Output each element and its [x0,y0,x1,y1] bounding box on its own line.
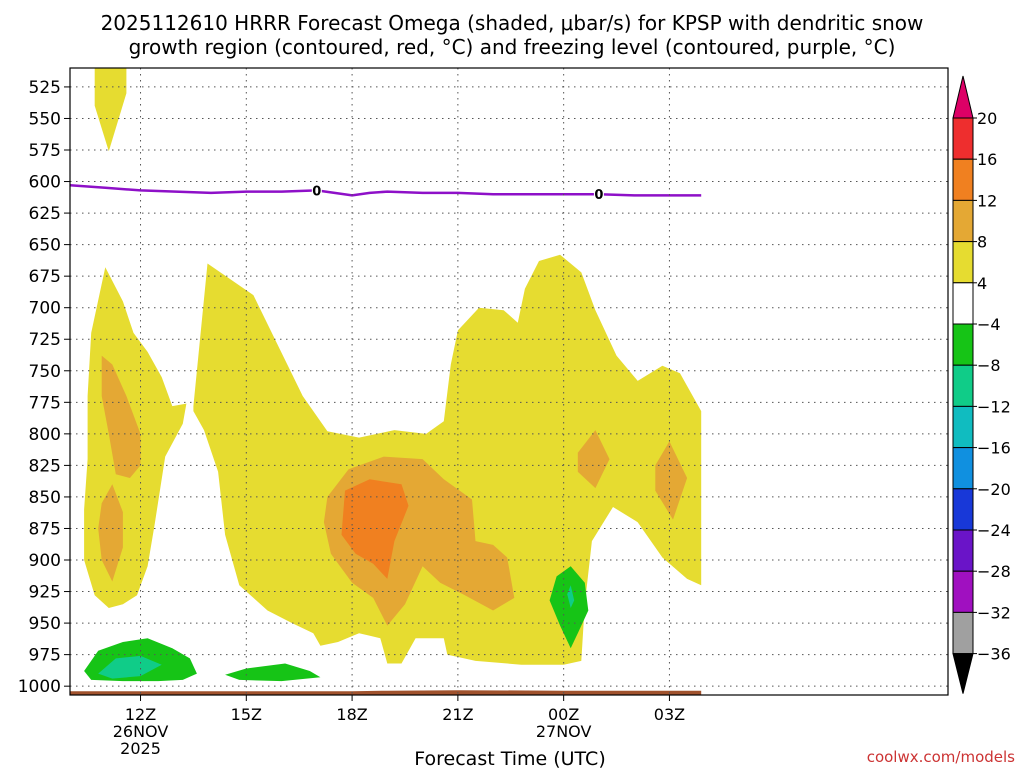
y-tick-label: 850 [29,488,61,508]
y-tick-label: 1000 [18,677,61,697]
y-tick-label: 825 [29,456,61,476]
colorbar-top-arrow [952,75,974,119]
omega-region-upper-plume-4 [94,68,127,152]
colorbar-swatch [952,158,974,201]
chart-title-line1: 2025112610 HRRR Forecast Omega (shaded, … [101,11,924,35]
colorbar-swatch [952,282,974,325]
y-tick-label: 900 [29,551,61,571]
y-tick-label: 600 [29,173,61,193]
colorbar-label: 8 [977,233,987,252]
y-tick-label: 775 [29,393,61,413]
y-tick-label: 950 [29,614,61,634]
colorbar-label: −32 [977,603,1011,622]
x-tick-date: 26NOV [113,722,169,741]
x-tick-hour: 12Z [125,705,156,724]
colorbar-swatch [952,323,974,366]
colorbar-swatch [952,241,974,284]
x-tick-hour: 00Z [548,705,579,724]
omega-region-west-6b [98,484,123,582]
omega-region-center-12 [341,479,409,579]
y-tick-label: 575 [29,141,61,161]
colorbar-bottom-arrow [952,653,974,694]
colorbar-label: 20 [977,109,997,128]
omega-region-east-8b [655,441,688,520]
omega-region-west-6 [101,355,141,478]
colorbar-label: 12 [977,191,997,210]
grid-lines [70,68,948,695]
colorbar-label: −4 [977,315,1001,334]
y-tick-label: 675 [29,267,61,287]
colorbar-swatch [952,529,974,572]
omega-shading [84,68,702,682]
freezing-label-bg [311,182,322,198]
omega-colorbar: 20 16 12 8 4 −4 −8 −12 −16 −20 −24 −28 −32 −36 [952,75,1011,694]
y-tick-label: 650 [29,236,61,256]
x-tick-year: 2025 [120,739,161,758]
colorbar-label: 16 [977,150,997,169]
y-tick-label: 625 [29,204,61,224]
omega-region-bottom-teal [98,655,162,679]
colorbar-label: −12 [977,397,1011,416]
ground-band [70,690,702,695]
freezing-level-label: 0 [594,188,603,203]
omega-region-east-green [549,566,589,649]
pressure-axis: 525 550 575 600 625 650 675 700 725 750 775 800 825 8… [18,78,70,697]
y-tick-label: 750 [29,362,61,382]
x-tick-hour: 15Z [231,705,262,724]
omega-region-east-teal [567,585,575,608]
site-credit: coolwx.com/models [867,748,1015,766]
omega-region-east-8a [577,430,610,489]
y-tick-label: 700 [29,299,61,319]
x-tick-hour: 03Z [654,705,685,724]
x-tick-hour: 18Z [336,705,367,724]
colorbar-swatch [952,405,974,449]
y-tick-label: 725 [29,330,61,350]
colorbar-label: −8 [977,356,1001,375]
colorbar-swatch [952,488,974,531]
y-tick-label: 875 [29,519,61,539]
y-tick-label: 550 [29,109,61,129]
colorbar-label: −20 [977,480,1011,499]
x-tick-hour: 21Z [442,705,473,724]
colorbar-swatch [952,611,974,655]
colorbar-swatch [952,117,974,160]
y-tick-label: 925 [29,583,61,603]
colorbar-label: −24 [977,521,1011,540]
colorbar-label: −16 [977,439,1011,458]
colorbar-swatch [952,364,974,407]
y-tick-label: 525 [29,78,61,98]
colorbar-swatch [952,447,974,490]
ground-surface [70,690,702,695]
colorbar-label: −36 [977,645,1011,664]
colorbar-swatch [952,199,974,243]
plot-frame [69,67,949,696]
colorbar-label: −28 [977,562,1011,581]
y-tick-label: 975 [29,646,61,666]
x-axis-label: Forecast Time (UTC) [414,748,605,768]
colorbar-swatch [952,570,974,613]
x-tick-date: 27NOV [536,722,592,741]
colorbar-label: 4 [977,274,987,293]
omega-region-central-plume-4 [193,254,702,665]
chart-title-line2: growth region (contoured, red, °C) and f… [129,35,896,59]
freezing-label-bg [593,186,604,202]
freezing-level-label: 0 [312,184,321,199]
omega-region-bottom-green-b [225,663,321,682]
freezing-level-line [69,184,702,197]
y-tick-label: 800 [29,425,61,445]
